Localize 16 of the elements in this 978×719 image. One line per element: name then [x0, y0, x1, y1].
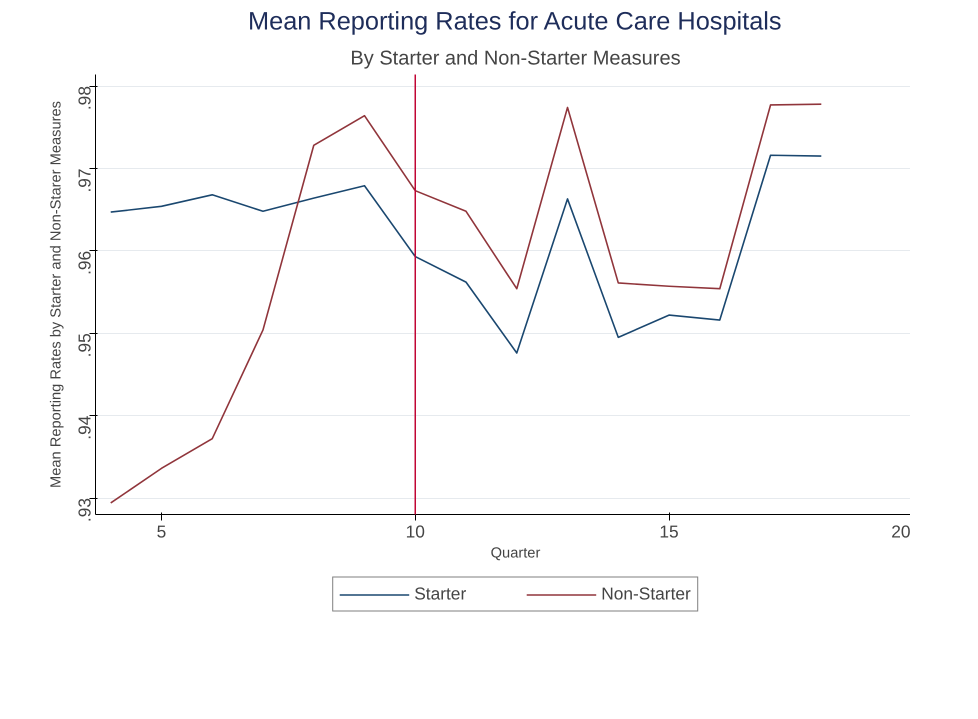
legend-label: Starter: [414, 584, 466, 604]
y-tick-label: .98: [74, 86, 94, 110]
y-tick-label: .96: [74, 250, 94, 275]
y-tick-label: .94: [74, 415, 94, 440]
x-axis-title: Quarter: [490, 546, 540, 562]
y-tick-label: .97: [74, 168, 94, 193]
x-tick-label: 5: [156, 522, 166, 542]
x-tick-label: 10: [406, 522, 425, 542]
y-tick-label: .93: [74, 498, 94, 522]
legend-label: Non-Starter: [601, 584, 691, 604]
x-tick-label: 15: [659, 522, 679, 542]
y-tick-label: .95: [74, 333, 94, 358]
chart-title: Mean Reporting Rates for Acute Care Hospitals: [248, 8, 782, 36]
x-tick-label: 20: [891, 522, 911, 542]
chart-subtitle: By Starter and Non-Starter Measures: [350, 48, 681, 70]
y-axis-title: Mean Reporting Rates by Starter and Non-Starer Measures: [48, 101, 64, 488]
